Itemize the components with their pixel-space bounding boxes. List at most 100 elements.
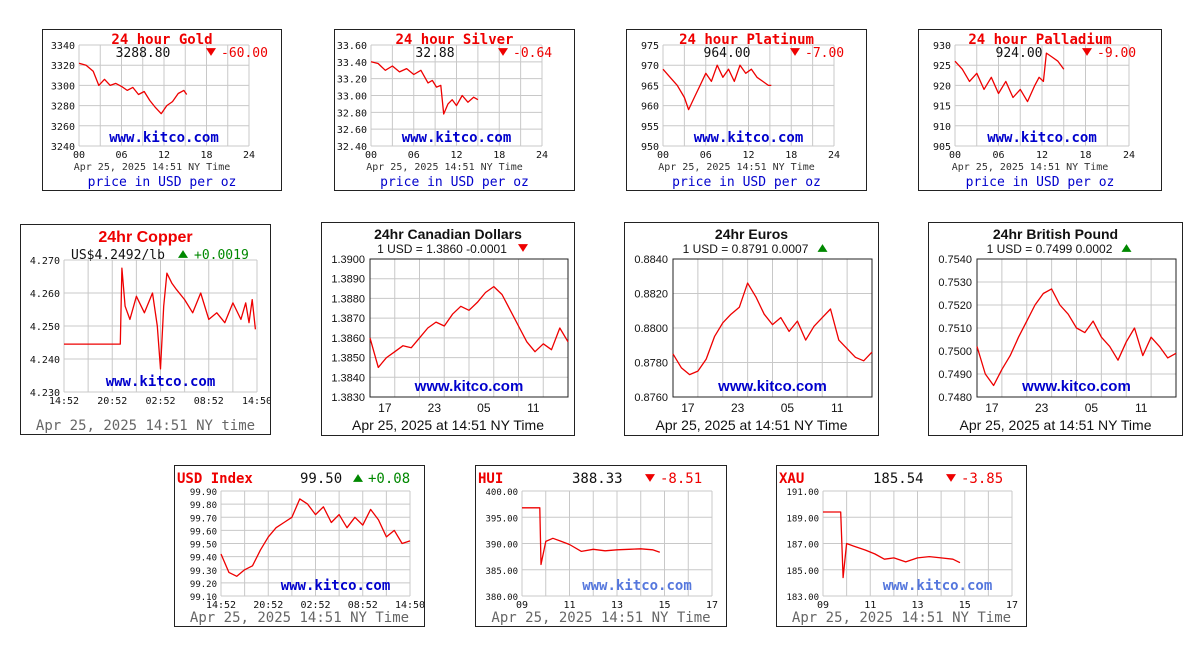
chart-title: 24hr Euros [715,226,788,242]
gold-chart-panel: 3340 3320 3300 3280 3260 3240 00 06 12 18 24 www.ki… [42,29,282,191]
series-line [369,285,569,369]
y-tick-label: 99.10 [190,593,217,603]
y-tick-label: 3300 [51,81,75,92]
watermark-kitco: www.kitco.com [106,374,216,390]
x-tick-label: 24 [1123,150,1135,161]
copper-chart-panel: 4.270 4.260 4.250 4.240 4.230 14:52 20:52 02:52… [20,224,271,435]
watermark-kitco: www.kitco.com [883,578,993,594]
y-tick-label: 1.3860 [331,333,365,345]
price-value: 185.54 [873,471,924,487]
x-tick-label: 15 [959,600,971,611]
eur-chart-panel: 0.8840 0.8820 0.8800 0.8780 0.8760 17 23 05 11 ww… [624,222,879,436]
x-tick-label: 17 [681,401,695,415]
change-value: -0.64 [513,46,552,61]
y-tick-label: 4.230 [30,388,60,399]
y-tick-label: 33.00 [337,92,367,103]
usdx-chart-svg: 99.90 99.80 99.70 99.60 99.50 99.40 99.30 99.20… [177,471,424,626]
x-tick-label: 11 [563,600,575,611]
x-tick-label: 20:52 [253,600,283,611]
y-tick-label: 920 [933,81,951,92]
x-tick-label: 24 [828,150,840,161]
watermark-kitco: www.kitco.com [109,130,219,146]
series-line [662,64,772,111]
units-footer: price in USD per oz [966,175,1115,190]
y-tick-label: 0.8840 [634,254,668,266]
y-tick-label: 99.40 [190,554,217,564]
x-tick-label: 17 [706,600,718,611]
y-tick-label: 0.7520 [938,300,972,312]
x-tick-label: 08:52 [194,396,224,407]
chart-title: 24 hour Palladium [968,32,1111,48]
y-tick-label: 0.8760 [634,392,668,404]
change-value: -8.51 [660,471,702,487]
x-tick-label: 08:52 [348,600,378,611]
series-line [370,61,479,115]
rate-header: 1 USD = 1.3860 -0.0001 [377,242,507,256]
y-tick-label: 32.40 [337,142,367,153]
change-arrow [178,250,188,258]
x-tick-label: 00 [365,150,377,161]
price-value: 3288.80 [116,46,171,61]
x-tick-label: 05 [781,401,795,415]
y-tick-label: 33.60 [337,41,367,52]
timestamp-footer: Apr 25, 2025 14:51 NY Time [491,610,710,626]
chart-title: 24hr British Pound [993,226,1118,242]
series-line [522,507,661,566]
change-arrow [645,474,655,482]
x-tick-label: 13 [611,600,623,611]
x-tick-label: 23 [731,401,745,415]
y-tick-label: 99.70 [190,514,217,524]
x-tick-label: 00 [657,150,669,161]
watermark-kitco: www.kitco.com [582,578,692,594]
y-tick-label: 99.60 [190,527,217,537]
change-arrow [518,244,528,252]
y-tick-label: 32.60 [337,125,367,136]
y-tick-label: 4.270 [30,256,60,267]
x-tick-label: 06 [700,150,712,161]
hui-chart-panel: 400.00 395.00 390.00 385.00 380.00 09 11 13 15 17… [475,465,727,627]
change-value: +0.0019 [194,248,249,263]
x-tick-label: 02:52 [300,600,330,611]
y-tick-label: 4.240 [30,355,60,366]
x-tick-label: 05 [477,401,491,415]
y-tick-label: 183.00 [786,593,819,603]
price-value: 388.33 [572,471,623,487]
x-tick-label: 05 [1085,401,1099,415]
y-tick-label: 975 [641,41,659,52]
y-tick-label: 1.3900 [331,254,365,266]
y-tick-label: 910 [933,122,951,133]
x-tick-label: 17 [985,401,999,415]
rate-header: 1 USD = 0.8791 0.0007 [683,242,809,256]
y-tick-label: 33.20 [337,75,367,86]
x-tick-label: 24 [243,150,255,161]
y-tick-label: 965 [641,81,659,92]
chart-title: HUI [478,471,503,487]
cad-chart-panel: 1.3900 1.3890 1.3880 1.3870 1.3860 1.3850 1.38… [321,222,575,436]
x-tick-label: 14:50 [395,600,424,611]
x-tick-label: 09 [817,600,829,611]
y-tick-label: 4.250 [30,322,60,333]
rate-header: 1 USD = 0.7499 0.0002 [987,242,1113,256]
timestamp-footer: Apr 25, 2025 14:51 NY Time [190,610,409,626]
change-arrow [1082,48,1092,56]
change-arrow [1121,244,1132,252]
gbp-chart-panel: 0.7540 0.7530 0.7520 0.7510 0.7500 0.7490 0.74… [928,222,1183,436]
watermark-kitco: www.kitco.com [402,130,512,146]
x-tick-label: 24 [536,150,548,161]
x-tick-label: 20:52 [97,396,127,407]
x-tick-label: 11 [527,401,540,415]
timestamp-footer: Apr 25, 2025 at 14:51 NY Time [352,417,544,433]
timestamp: Apr 25, 2025 14:51 NY Time [952,162,1109,173]
plot-frame [369,258,569,398]
y-tick-label: 380.00 [485,593,518,603]
chart-title: 24 hour Silver [395,32,513,48]
change-arrow [817,244,828,252]
x-tick-label: 00 [73,150,85,161]
x-tick-label: 11 [831,401,844,415]
x-tick-label: 17 [378,401,392,415]
